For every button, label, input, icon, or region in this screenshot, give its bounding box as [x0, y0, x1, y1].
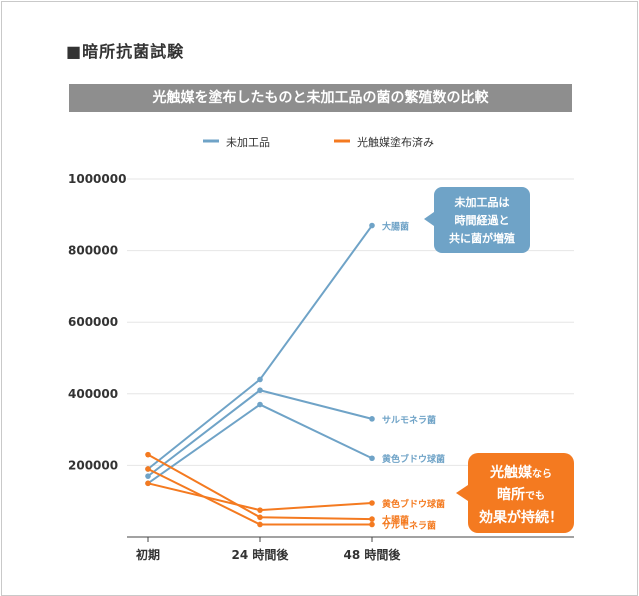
callout-untreated: 未加工品は 時間経過と 共に菌が増殖	[424, 187, 530, 253]
series-label: 黄色ブドウ球菌	[382, 453, 445, 465]
series-label: サルモネラ菌	[382, 519, 436, 531]
data-point	[257, 401, 263, 408]
section-title: ■暗所抗菌試験	[66, 42, 185, 61]
y-tick-label: 600000	[68, 315, 118, 329]
data-point	[145, 466, 151, 472]
data-point	[369, 416, 375, 422]
legend-label-untreated: 未加工品	[226, 136, 270, 149]
callout-untreated-line-3: 共に菌が増殖	[449, 231, 515, 245]
series-lines	[145, 222, 375, 528]
data-point	[369, 516, 375, 522]
data-point	[369, 500, 375, 506]
x-tick-label: 初期	[136, 547, 160, 562]
x-tick-label: 24 時間後	[232, 547, 290, 562]
callout-treated-box	[468, 453, 574, 533]
series-line-untreated	[147, 224, 373, 470]
legend-label-treated: 光触媒塗布済み	[357, 135, 434, 149]
callout-untreated-box	[434, 187, 530, 253]
y-tick-label: 800000	[68, 244, 118, 258]
series-line-treated	[147, 482, 373, 512]
callout-treated: 光触媒なら 暗所でも 効果が持続！	[456, 453, 574, 533]
y-tick-label: 1000000	[68, 172, 126, 186]
series-label: 黄色ブドウ球菌	[382, 498, 445, 510]
y-axis-ticks: 1000000 800000 600000 400000 200000	[68, 172, 126, 472]
callout-treated-line-1: 光触媒なら	[489, 464, 552, 481]
x-tick-label: 48 時間後	[344, 547, 402, 562]
data-point	[257, 521, 263, 528]
callout-untreated-pointer	[424, 212, 434, 226]
y-tick-label: 200000	[68, 458, 118, 472]
callout-untreated-line-2: 時間経過と	[455, 213, 510, 227]
data-point	[257, 514, 263, 521]
callout-treated-pointer	[456, 485, 468, 501]
series-line-untreated	[147, 403, 373, 485]
data-point	[257, 387, 263, 394]
chart-title-banner: 光触媒を塗布したものと未加工品の菌の繁殖数の比較	[69, 84, 572, 112]
data-point	[257, 507, 263, 513]
data-point	[145, 480, 151, 487]
data-point	[145, 473, 151, 479]
data-point	[257, 376, 263, 383]
series-label: サルモネラ菌	[382, 414, 436, 426]
series-label: 大腸菌	[382, 514, 409, 526]
data-point	[145, 451, 151, 458]
legend: 未加工品 光触媒塗布済み	[203, 135, 434, 149]
data-point	[369, 521, 375, 528]
callout-treated-line-3: 効果が持続！	[479, 509, 563, 526]
y-tick-label: 400000	[68, 387, 118, 401]
data-point	[369, 222, 375, 229]
callout-treated-line-2: 暗所でも	[497, 486, 545, 503]
callout-untreated-line-1: 未加工品は	[454, 195, 510, 209]
data-point	[369, 455, 375, 462]
x-axis-ticks: 初期 24 時間後 48 時間後	[136, 537, 401, 562]
series-label: 大腸菌	[382, 221, 409, 233]
